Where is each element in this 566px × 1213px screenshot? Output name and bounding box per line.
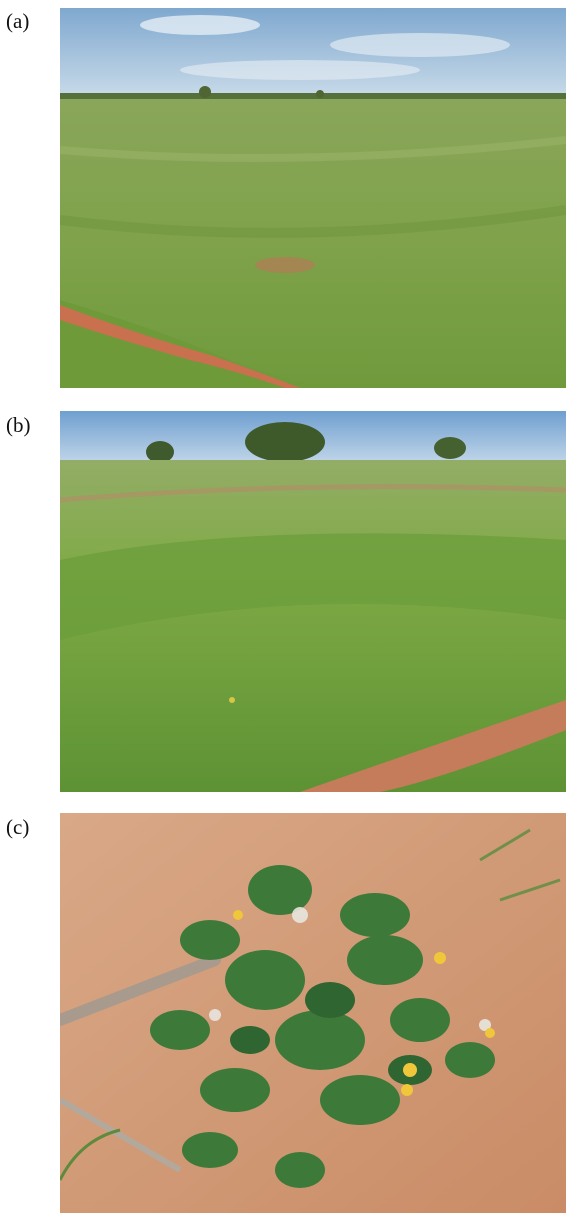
panel-label: (a) — [6, 9, 29, 33]
panel-label: (c) — [6, 815, 29, 839]
photo-field — [60, 411, 566, 792]
panel-label: (b) — [6, 413, 31, 437]
photo-savanna — [60, 8, 566, 388]
photo-plant — [60, 813, 566, 1213]
